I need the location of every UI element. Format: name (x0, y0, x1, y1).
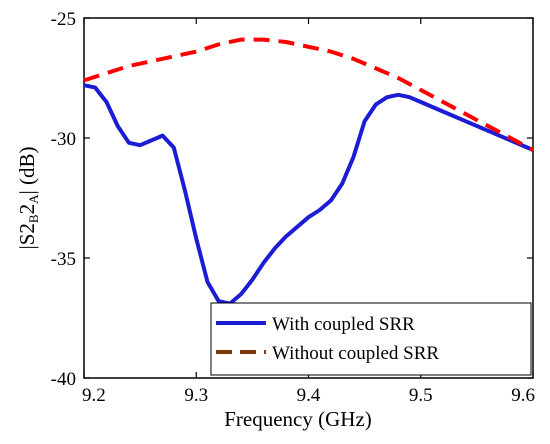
y-axis-label-sub1: B (26, 214, 41, 223)
x-tick-label: 9.2 (82, 385, 106, 406)
y-axis-label-end: | (dB) (15, 147, 39, 195)
y-axis-label-main: |S2 (15, 223, 39, 249)
x-tick-label: 9.3 (184, 385, 208, 406)
x-tick-label: 9.6 (511, 385, 535, 406)
legend: With coupled SRR Without coupled SRR (210, 302, 532, 376)
y-axis-label: |S2B2A| (dB) (15, 147, 41, 250)
y-tick-label: -30 (51, 129, 76, 150)
y-tick-label: -40 (51, 369, 76, 390)
x-tick-label: 9.5 (409, 385, 433, 406)
y-tick-label: -25 (51, 9, 76, 30)
x-tick-label: 9.4 (297, 385, 321, 406)
series-line-2 (83, 37, 534, 152)
legend-label-1: With coupled SRR (272, 314, 415, 335)
legend-label-2: Without coupled SRR (272, 343, 439, 364)
axis-ticks: 9.2 9.3 9.4 9.5 9.6 -25 -30 -35 -40 (51, 9, 535, 406)
x-axis-label: Frequency (GHz) (224, 407, 372, 431)
series-line-1 (83, 83, 534, 306)
y-axis-label-sub2: A (26, 194, 41, 204)
legend-box (210, 302, 532, 376)
y-tick-label: -35 (51, 249, 76, 270)
series-group (83, 37, 534, 306)
y-axis-label-mid: 2 (15, 204, 39, 215)
